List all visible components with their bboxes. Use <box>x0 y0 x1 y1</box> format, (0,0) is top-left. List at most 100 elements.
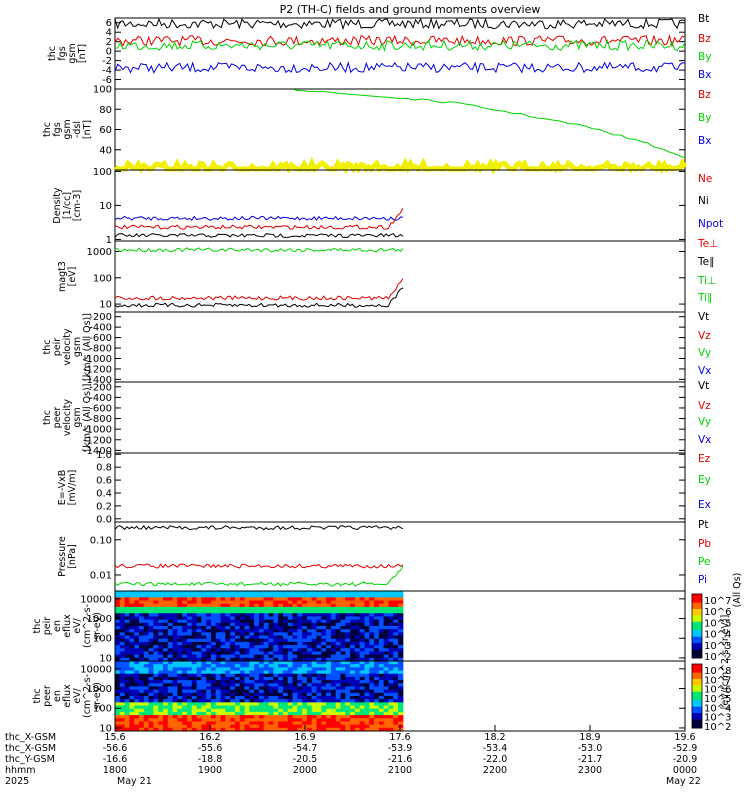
heatmap-cell <box>206 638 212 643</box>
heatmap-cell <box>311 657 317 662</box>
heatmap-cell <box>210 727 217 732</box>
heatmap-cell <box>167 696 174 700</box>
heatmap-cell <box>129 721 135 726</box>
colorbar-cell <box>692 600 702 604</box>
heatmap-cell <box>359 683 365 687</box>
heatmap-cell <box>172 689 178 694</box>
heatmap-cell <box>234 603 241 608</box>
heatmap-cell <box>302 664 308 668</box>
heatmap-cell <box>321 721 327 726</box>
heatmap-cell <box>196 676 202 681</box>
heatmap-cell <box>398 626 404 630</box>
heatmap-cell <box>191 673 198 678</box>
heatmap-cell <box>167 606 174 611</box>
heatmap-cell <box>340 699 346 703</box>
heatmap-cell <box>350 715 356 719</box>
heatmap-cell <box>292 622 298 627</box>
heatmap-cell <box>244 696 250 700</box>
heatmap-cell <box>215 616 222 621</box>
heatmap-cell <box>177 711 183 716</box>
heatmap-cell <box>172 610 178 614</box>
heatmap-cell <box>311 696 317 700</box>
heatmap-cell <box>278 591 284 595</box>
heatmap-cell <box>345 632 351 637</box>
heatmap-cell <box>182 638 188 643</box>
heatmap-cell <box>316 673 322 678</box>
heatmap-cell <box>134 699 140 703</box>
heatmap-cell <box>287 616 294 621</box>
heatmap-cell <box>374 696 380 700</box>
heatmap-cell <box>138 600 145 605</box>
heatmap-cell <box>210 626 217 630</box>
heatmap-cell <box>321 651 327 656</box>
heatmap-cell <box>278 635 284 640</box>
heatmap-cell <box>254 718 260 722</box>
y-tick-label: -200 <box>89 312 112 323</box>
heatmap-cell <box>177 680 183 684</box>
heatmap-cell <box>158 692 164 697</box>
legend-item-Pe: Pe <box>698 556 710 568</box>
heatmap-cell <box>292 632 298 637</box>
heatmap-cell <box>148 705 154 710</box>
heatmap-cell <box>340 613 346 617</box>
heatmap-cell <box>206 619 212 624</box>
heatmap-cell <box>287 657 294 662</box>
heatmap-cell <box>186 616 193 621</box>
heatmap-cell <box>158 724 164 729</box>
heatmap-cell <box>311 718 317 722</box>
heatmap-cell <box>350 667 356 672</box>
heatmap-cell <box>249 661 255 665</box>
heatmap-cell <box>220 664 226 668</box>
heatmap-cell <box>138 680 145 684</box>
heatmap-cell <box>340 645 346 649</box>
heatmap-cell <box>340 702 346 707</box>
heatmap-cell <box>220 632 226 637</box>
heatmap-cell <box>393 622 399 627</box>
heatmap-cell <box>263 648 270 652</box>
heatmap-cell <box>393 686 399 691</box>
heatmap-cell <box>292 699 298 703</box>
heatmap-cell <box>345 629 351 633</box>
heatmap-cell <box>225 670 231 675</box>
heatmap-cell <box>273 651 279 656</box>
heatmap-cell <box>153 686 159 691</box>
heatmap-cell <box>369 724 375 729</box>
heatmap-cell <box>330 721 337 726</box>
heatmap-cell <box>292 708 298 713</box>
heatmap-cell <box>278 626 284 630</box>
heatmap-cell <box>172 692 178 697</box>
heatmap-cell <box>273 606 279 611</box>
heatmap-cell <box>158 603 164 608</box>
heatmap-cell <box>158 705 164 710</box>
heatmap-cell <box>182 648 188 652</box>
heatmap-cell <box>215 626 222 630</box>
heatmap-cell <box>326 606 332 611</box>
heatmap-cell <box>350 657 356 662</box>
heatmap-cell <box>177 622 183 627</box>
heatmap-cell <box>297 632 303 637</box>
colorbar-tick-label: 10^6 <box>704 685 731 696</box>
heatmap-cell <box>321 715 327 719</box>
heatmap-cell <box>138 686 145 691</box>
heatmap-cell <box>162 676 169 681</box>
heatmap-cell <box>359 597 365 602</box>
xaxis-row-label-3: thc_Y-GSM <box>5 754 55 765</box>
heatmap-cell <box>287 676 294 681</box>
heatmap-cell <box>374 619 380 624</box>
heatmap-cell <box>292 594 298 598</box>
heatmap-cell <box>182 619 188 624</box>
heatmap-cell <box>354 600 361 605</box>
heatmap-cell <box>268 629 274 633</box>
heatmap-cell <box>378 711 385 716</box>
heatmap-cell <box>335 591 341 595</box>
heatmap-cell <box>153 715 159 719</box>
heatmap-cell <box>225 661 231 665</box>
heatmap-cell <box>321 661 327 665</box>
heatmap-cell <box>196 600 202 605</box>
heatmap-cell <box>374 686 380 691</box>
heatmap-cell <box>330 645 337 649</box>
heatmap-cell <box>177 606 183 611</box>
y-tick-label: 40 <box>99 145 112 156</box>
heatmap-cell <box>297 699 303 703</box>
heatmap-cell <box>268 715 274 719</box>
